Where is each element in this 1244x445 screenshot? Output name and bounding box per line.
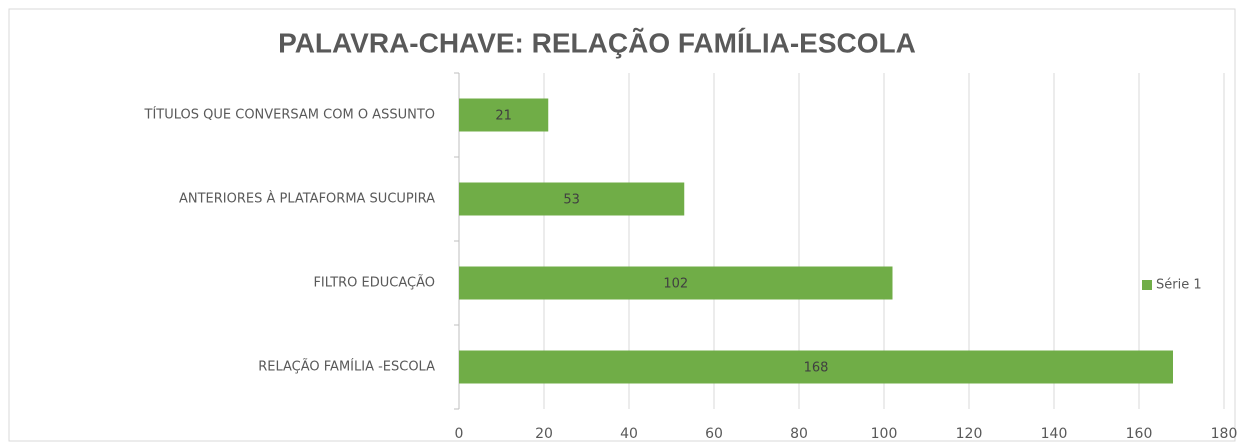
- x-tick-label: 20: [535, 426, 553, 442]
- legend-swatch: [1142, 280, 1152, 290]
- x-tick-label: 180: [1211, 426, 1238, 442]
- bar: [459, 266, 893, 300]
- x-tick-label: 40: [620, 426, 638, 442]
- y-tick-label: RELAÇÃO FAMÍLIA -ESCOLA: [258, 359, 435, 375]
- data-label: 53: [563, 193, 580, 208]
- bar: [459, 182, 685, 216]
- x-tick-label: 80: [790, 426, 808, 442]
- x-tick-label: 60: [705, 426, 723, 442]
- x-tick-label: 120: [956, 426, 983, 442]
- x-tick-label: 100: [871, 426, 898, 442]
- bar: [459, 350, 1173, 384]
- legend-label: Série 1: [1156, 278, 1202, 293]
- chart-title: PALAVRA-CHAVE: RELAÇÃO FAMÍLIA-ESCOLA: [278, 27, 916, 58]
- y-tick-label: FILTRO EDUCAÇÃO: [313, 275, 435, 291]
- x-tick-label: 140: [1041, 426, 1068, 442]
- y-tick-label: TÍTULOS QUE CONVERSAM COM O ASSUNTO: [144, 107, 435, 123]
- data-label: 21: [495, 109, 512, 124]
- x-tick-label: 160: [1126, 426, 1153, 442]
- data-label: 168: [804, 361, 829, 376]
- bar: [459, 98, 549, 132]
- y-tick-label: ANTERIORES À PLATAFORMA SUCUPIRA: [179, 191, 435, 207]
- x-tick-label: 0: [455, 426, 464, 442]
- data-label: 102: [663, 277, 688, 292]
